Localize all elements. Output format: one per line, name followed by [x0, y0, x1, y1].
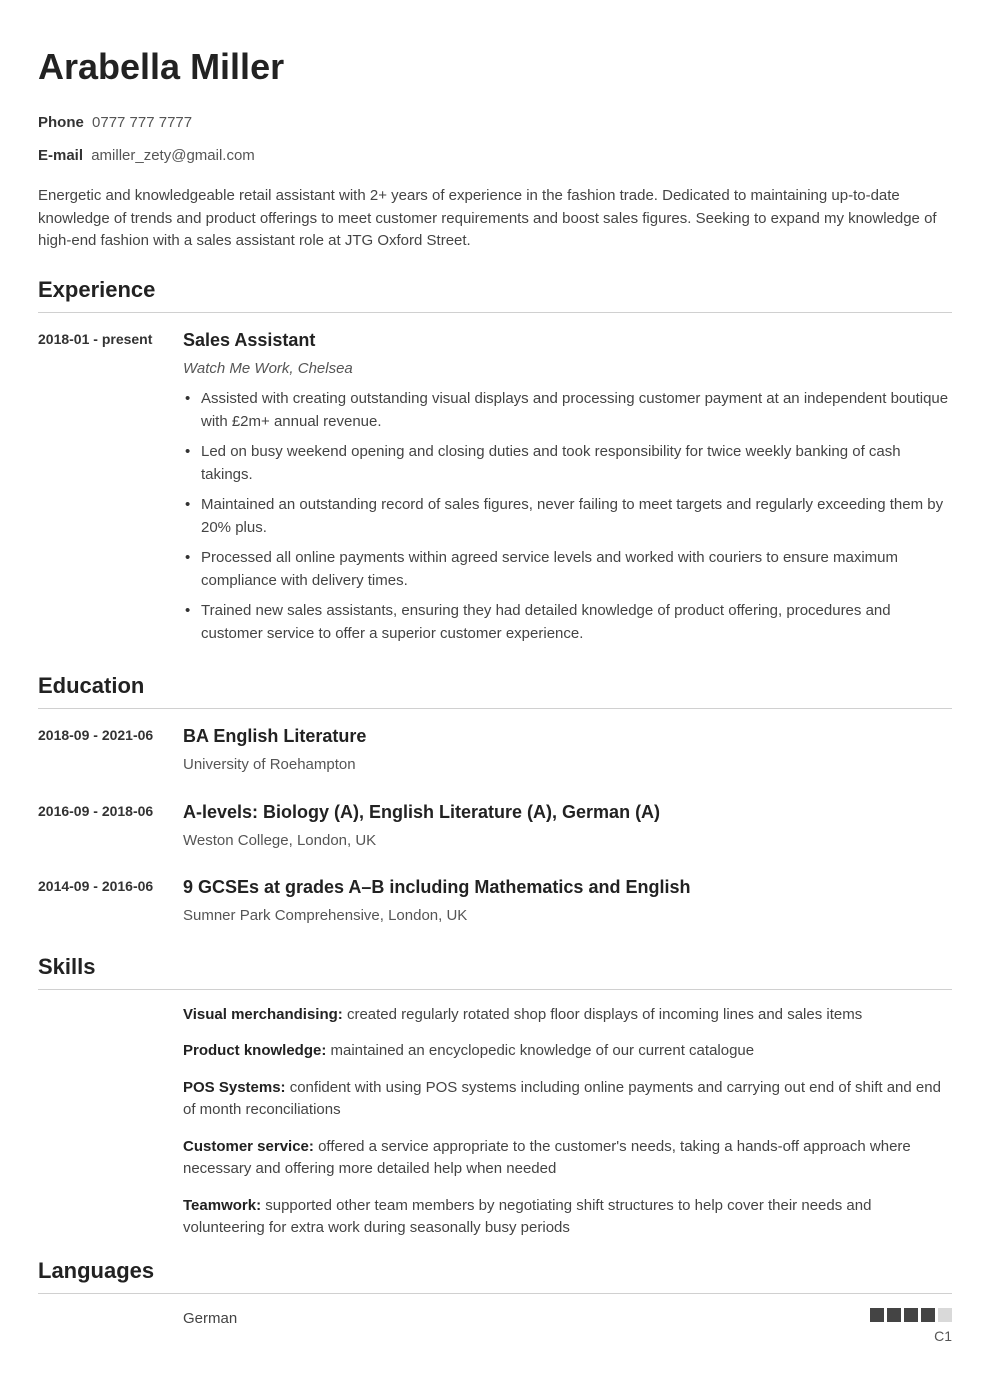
skill-name: Teamwork:	[183, 1197, 261, 1214]
education-entry: 2014-09 - 2016-06 9 GCSEs at grades A–B …	[38, 874, 952, 934]
skill-item: POS Systems: confident with using POS sy…	[183, 1077, 952, 1122]
skill-item: Customer service: offered a service appr…	[183, 1136, 952, 1181]
language-level: C1	[870, 1326, 952, 1347]
skill-name: Visual merchandising:	[183, 1006, 343, 1023]
section-experience-title: Experience	[38, 273, 952, 313]
skill-desc: created regularly rotated shop floor dis…	[343, 1006, 862, 1023]
skill-item: Visual merchandising: created regularly …	[183, 1004, 952, 1027]
languages-list: German C1	[183, 1308, 952, 1347]
rating-square-icon	[938, 1308, 952, 1322]
education-degree: BA English Literature	[183, 723, 952, 750]
experience-bullet: Maintained an outstanding record of sale…	[183, 494, 952, 539]
experience-bullet: Processed all online payments within agr…	[183, 547, 952, 592]
experience-entry: 2018-01 - present Sales Assistant Watch …	[38, 327, 952, 654]
experience-job-title: Sales Assistant	[183, 327, 952, 354]
language-name: German	[183, 1308, 237, 1331]
page-title: Arabella Miller	[38, 40, 952, 94]
contact-phone-value: 0777 777 7777	[92, 114, 192, 131]
experience-dates: 2018-01 - present	[38, 327, 183, 654]
education-dates: 2016-09 - 2018-06	[38, 799, 183, 859]
education-dates: 2018-09 - 2021-06	[38, 723, 183, 783]
section-skills-title: Skills	[38, 950, 952, 990]
contact-phone: Phone 0777 777 7777	[38, 112, 952, 135]
rating-square-icon	[921, 1308, 935, 1322]
skills-list: Visual merchandising: created regularly …	[183, 1004, 952, 1240]
skill-name: Product knowledge:	[183, 1042, 326, 1059]
education-entry: 2016-09 - 2018-06 A-levels: Biology (A),…	[38, 799, 952, 859]
skill-name: Customer service:	[183, 1138, 314, 1155]
experience-bullets: Assisted with creating outstanding visua…	[183, 388, 952, 645]
section-languages-title: Languages	[38, 1254, 952, 1294]
contact-email-label: E-mail	[38, 145, 83, 168]
section-education-title: Education	[38, 669, 952, 709]
skill-item: Teamwork: supported other team members b…	[183, 1195, 952, 1240]
skill-desc: maintained an encyclopedic knowledge of …	[326, 1042, 754, 1059]
rating-square-icon	[887, 1308, 901, 1322]
rating-square-icon	[904, 1308, 918, 1322]
contact-email-value: amiller_zety@gmail.com	[91, 147, 255, 164]
contact-phone-label: Phone	[38, 112, 84, 135]
education-entry: 2018-09 - 2021-06 BA English Literature …	[38, 723, 952, 783]
skill-name: POS Systems:	[183, 1079, 286, 1096]
skill-item: Product knowledge: maintained an encyclo…	[183, 1040, 952, 1063]
language-rating	[870, 1308, 952, 1322]
education-degree: A-levels: Biology (A), English Literatur…	[183, 799, 952, 826]
education-institution: University of Roehampton	[183, 754, 952, 777]
contact-email: E-mail amiller_zety@gmail.com	[38, 145, 952, 168]
skill-desc: confident with using POS systems includi…	[183, 1079, 941, 1119]
experience-company: Watch Me Work, Chelsea	[183, 358, 952, 381]
experience-bullet: Trained new sales assistants, ensuring t…	[183, 600, 952, 645]
education-institution: Weston College, London, UK	[183, 830, 952, 853]
education-institution: Sumner Park Comprehensive, London, UK	[183, 905, 952, 928]
experience-bullet: Assisted with creating outstanding visua…	[183, 388, 952, 433]
education-dates: 2014-09 - 2016-06	[38, 874, 183, 934]
education-degree: 9 GCSEs at grades A–B including Mathemat…	[183, 874, 952, 901]
summary-text: Energetic and knowledgeable retail assis…	[38, 185, 952, 253]
language-entry: German C1	[183, 1308, 952, 1347]
skill-desc: supported other team members by negotiat…	[183, 1197, 871, 1237]
rating-square-icon	[870, 1308, 884, 1322]
experience-bullet: Led on busy weekend opening and closing …	[183, 441, 952, 486]
